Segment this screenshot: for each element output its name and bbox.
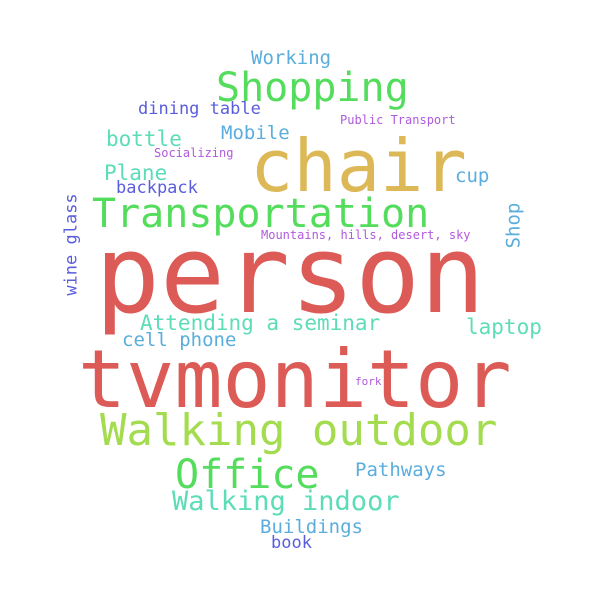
word-shop: Shop bbox=[502, 202, 525, 249]
word-attending-a-seminar: Attending a seminar bbox=[140, 311, 381, 335]
word-tvmonitor: tvmonitor bbox=[78, 333, 512, 426]
word-walking-indoor: Walking indoor bbox=[172, 486, 400, 517]
word-cup: cup bbox=[455, 165, 490, 187]
word-cell-phone: cell phone bbox=[122, 329, 237, 351]
word-working: Working bbox=[251, 47, 332, 69]
word-person: person bbox=[95, 213, 486, 338]
word-bottle: bottle bbox=[106, 127, 182, 151]
word-fork: fork bbox=[355, 375, 382, 388]
word-dining-table: dining table bbox=[138, 99, 261, 119]
word-wine-glass: wine glass bbox=[61, 193, 82, 296]
word-backpack: backpack bbox=[116, 178, 198, 198]
word-chair: chair bbox=[250, 124, 467, 208]
word-mobile: Mobile bbox=[221, 122, 290, 144]
word-plane: Plane bbox=[104, 161, 168, 185]
word-book: book bbox=[271, 533, 312, 553]
word-mountains-hills-desert-sky: Mountains, hills, desert, sky bbox=[261, 228, 471, 242]
word-transportation: Transportation bbox=[92, 191, 430, 237]
word-buildings: Buildings bbox=[260, 516, 363, 538]
word-walking-outdoor: Walking outdoor bbox=[100, 405, 498, 456]
word-pathways: Pathways bbox=[355, 459, 447, 481]
word-public-transport: Public Transport bbox=[340, 113, 456, 127]
word-office: Office bbox=[175, 452, 320, 498]
word-shopping: Shopping bbox=[216, 65, 409, 111]
word-socializing: Socializing bbox=[154, 146, 234, 160]
word-laptop: laptop bbox=[466, 315, 542, 339]
